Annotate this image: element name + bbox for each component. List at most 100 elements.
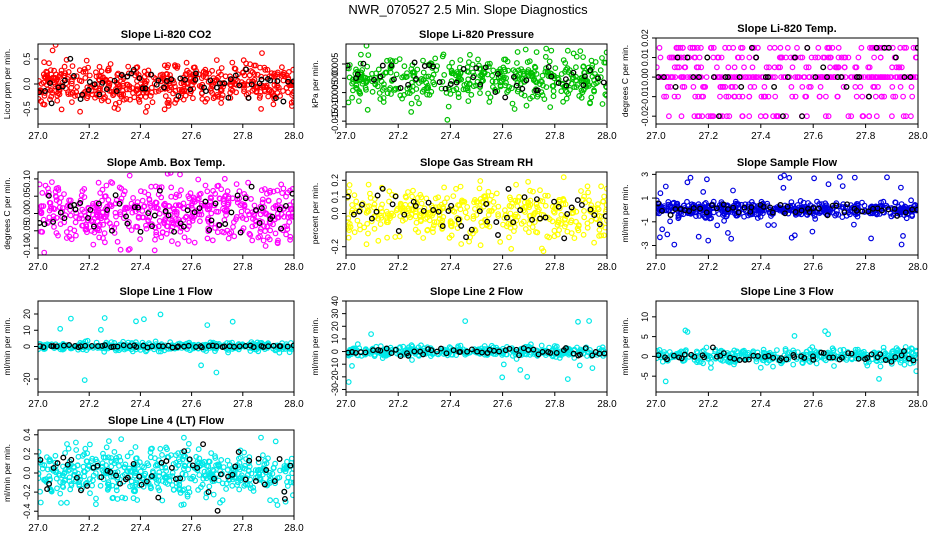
- raw-data-point: [379, 62, 386, 69]
- data-point: [794, 44, 800, 51]
- data-point: [180, 453, 187, 460]
- raw-data-point: [116, 200, 123, 207]
- data-point: [700, 188, 707, 195]
- data-point: [65, 74, 72, 80]
- data-point: [584, 224, 591, 231]
- data-point: [116, 99, 123, 106]
- data-point: [435, 351, 442, 358]
- data-point: [523, 102, 530, 109]
- data-point: [53, 214, 60, 221]
- raw-data-point: [165, 212, 172, 219]
- data-point: [378, 212, 385, 219]
- data-point: [517, 367, 524, 373]
- data-point: [877, 363, 884, 370]
- raw-data-point: [411, 59, 418, 66]
- y-tick-label: -0.2: [330, 239, 340, 255]
- data-point: [528, 69, 534, 76]
- data-point: [353, 198, 360, 205]
- data-point: [467, 51, 473, 58]
- data-point: [357, 60, 364, 67]
- data-point: [119, 473, 126, 479]
- raw-data-point: [276, 206, 283, 213]
- data-point: [225, 193, 232, 200]
- data-point: [147, 92, 154, 99]
- data-point: [40, 216, 47, 223]
- data-point: [575, 227, 582, 234]
- raw-data-point: [221, 343, 228, 350]
- data-point: [354, 203, 361, 210]
- data-point: [349, 363, 355, 369]
- data-point: [83, 57, 90, 64]
- data-point: [285, 214, 291, 221]
- raw-data-point: [258, 205, 265, 211]
- data-point: [879, 44, 885, 51]
- data-point: [522, 226, 529, 232]
- data-point: [503, 212, 509, 218]
- data-point: [439, 78, 446, 85]
- data-point: [714, 222, 721, 229]
- data-point: [152, 183, 159, 190]
- data-point: [894, 74, 901, 80]
- raw-data-point: [392, 193, 399, 200]
- data-point: [861, 348, 867, 355]
- y-axis-label: kPa per min.: [310, 60, 320, 108]
- raw-data-point: [742, 356, 748, 363]
- data-point: [580, 54, 586, 60]
- data-point: [46, 60, 52, 67]
- data-point: [213, 369, 220, 376]
- y-tick-label: 0.02: [640, 29, 650, 47]
- x-tick-label: 27.0: [28, 262, 48, 273]
- data-point: [839, 183, 846, 190]
- data-point: [488, 208, 494, 215]
- data-point: [260, 452, 266, 459]
- data-point: [241, 86, 248, 92]
- raw-data-point: [282, 202, 289, 209]
- data-point: [910, 359, 917, 366]
- data-point: [346, 220, 353, 227]
- data-point: [537, 197, 543, 204]
- raw-data-point: [576, 351, 583, 358]
- data-point: [243, 60, 250, 67]
- data-point: [847, 74, 854, 80]
- data-point: [803, 348, 810, 355]
- data-point: [489, 78, 496, 85]
- data-point: [128, 227, 135, 234]
- data-point: [586, 318, 592, 324]
- raw-data-point: [521, 194, 528, 201]
- data-point: [835, 54, 842, 61]
- raw-data-point: [272, 95, 279, 102]
- data-point: [364, 63, 371, 70]
- data-point: [430, 229, 436, 236]
- raw-data-point: [85, 214, 91, 221]
- raw-data-point: [388, 62, 395, 69]
- data-point: [346, 188, 352, 195]
- raw-data-point: [767, 204, 774, 211]
- raw-data-point: [430, 207, 437, 213]
- data-point: [680, 44, 686, 51]
- data-point: [585, 189, 591, 196]
- raw-data-point: [523, 77, 530, 84]
- data-point: [547, 104, 554, 110]
- raw-data-point: [587, 67, 594, 74]
- data-point: [455, 94, 462, 101]
- data-point: [67, 315, 74, 322]
- data-point: [120, 80, 126, 87]
- data-point: [597, 74, 604, 81]
- data-point: [63, 56, 70, 63]
- raw-data-point: [196, 205, 203, 212]
- data-point: [159, 497, 166, 504]
- raw-data-point: [99, 79, 106, 86]
- x-tick-label: 27.4: [131, 399, 151, 410]
- raw-data-point: [463, 234, 470, 241]
- data-point: [695, 233, 702, 240]
- raw-data-point: [482, 64, 489, 71]
- data-point: [84, 450, 91, 457]
- raw-data-point: [87, 206, 94, 213]
- data-point: [513, 181, 519, 188]
- data-point: [663, 74, 669, 80]
- raw-data-point: [79, 91, 86, 98]
- raw-data-point: [555, 80, 562, 86]
- y-axis-label: degrees C per min.: [2, 177, 12, 249]
